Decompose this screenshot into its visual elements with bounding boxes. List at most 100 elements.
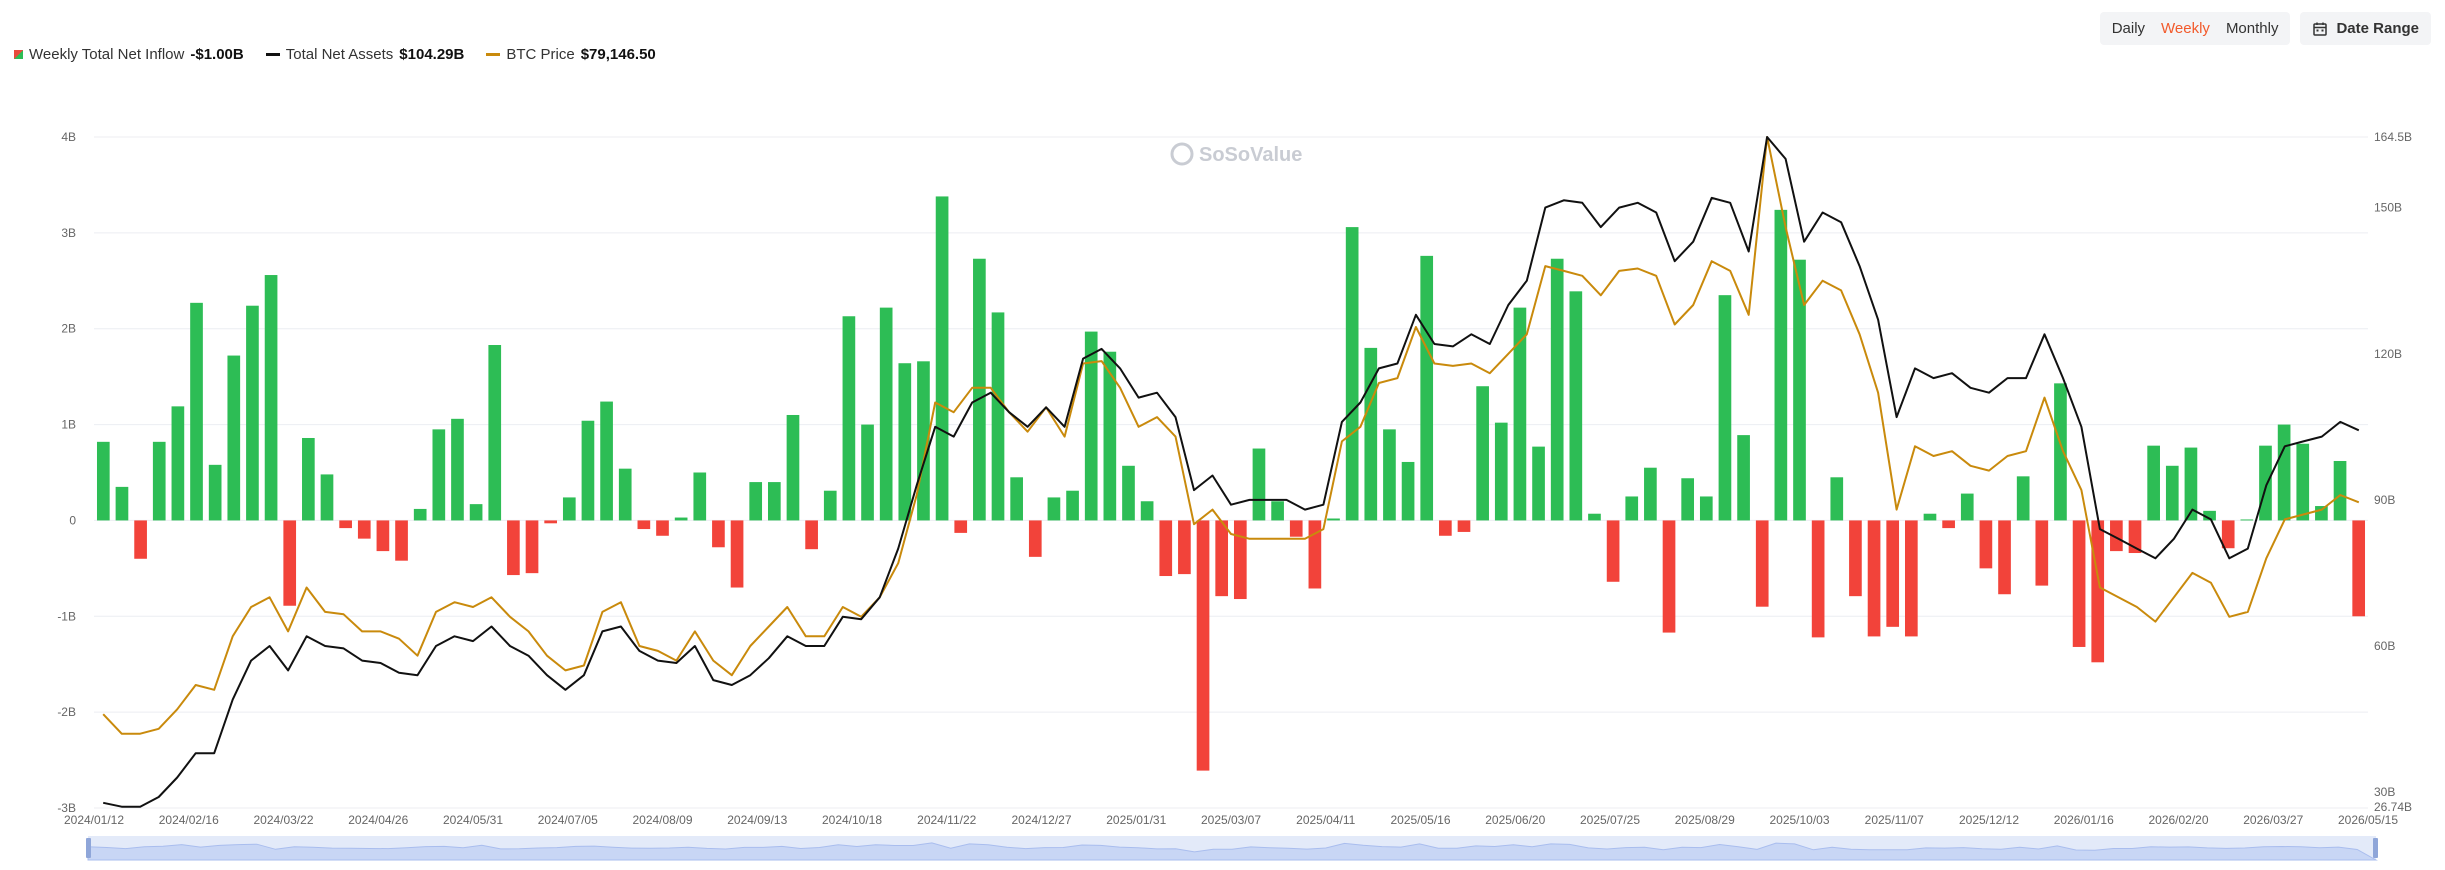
inflow-bar[interactable] <box>2333 460 2347 521</box>
inflow-bar[interactable] <box>1140 501 1154 521</box>
inflow-bar[interactable] <box>227 355 241 521</box>
inflow-bar[interactable] <box>1457 520 1471 532</box>
inflow-bar[interactable] <box>2352 520 2366 617</box>
inflow-bar[interactable] <box>1606 520 1620 582</box>
inflow-bar[interactable] <box>805 520 818 550</box>
inflow-bar[interactable] <box>1942 520 1955 529</box>
inflow-bar[interactable] <box>1513 307 1527 521</box>
inflow-bar[interactable] <box>1830 477 1844 521</box>
inflow-bar[interactable] <box>1811 520 1825 638</box>
inflow-bar[interactable] <box>618 468 632 521</box>
inflow-bar[interactable] <box>954 520 968 533</box>
inflow-bar[interactable] <box>190 302 203 521</box>
inflow-bar[interactable] <box>1718 295 1732 521</box>
inflow-bar[interactable] <box>1550 258 1564 521</box>
inflow-bar[interactable] <box>767 482 781 521</box>
inflow-bar[interactable] <box>562 497 576 521</box>
inflow-bar[interactable] <box>1979 520 1993 569</box>
inflow-bar[interactable] <box>749 482 763 521</box>
inflow-bar[interactable] <box>376 520 390 552</box>
inflow-bar[interactable] <box>1383 429 1396 521</box>
inflow-bar[interactable] <box>2240 519 2254 521</box>
inflow-bar[interactable] <box>1289 520 1303 537</box>
inflow-bar[interactable] <box>488 345 502 521</box>
inflow-bar[interactable] <box>637 520 651 530</box>
inflow-bar[interactable] <box>1047 497 1061 521</box>
inflow-bar[interactable] <box>879 307 893 521</box>
inflow-bar[interactable] <box>2221 520 2235 549</box>
inflow-bar[interactable] <box>730 520 744 588</box>
weekly-button[interactable]: Weekly <box>2161 20 2210 37</box>
inflow-bar[interactable] <box>2016 476 2030 521</box>
inflow-bar[interactable] <box>2184 447 2198 521</box>
inflow-bar[interactable] <box>973 258 986 521</box>
inflow-bar[interactable] <box>1215 520 1229 597</box>
inflow-bar[interactable] <box>134 520 147 559</box>
inflow-bar[interactable] <box>1476 386 1489 521</box>
inflow-bar[interactable] <box>2259 445 2272 521</box>
inflow-bar[interactable] <box>2296 443 2310 521</box>
inflow-bar[interactable] <box>525 520 539 574</box>
legend-item-net-inflow[interactable]: Weekly Total Net Inflow -$1.00B <box>14 46 244 63</box>
inflow-bar[interactable] <box>712 520 725 548</box>
inflow-bar[interactable] <box>1699 496 1713 521</box>
inflow-bar[interactable] <box>1010 477 1023 521</box>
inflow-bar[interactable] <box>2035 520 2049 586</box>
range-navigator[interactable] <box>86 836 2378 861</box>
inflow-bar[interactable] <box>1066 490 1079 521</box>
inflow-bar[interactable] <box>1420 255 1434 521</box>
inflow-bar[interactable] <box>693 472 707 521</box>
inflow-bar[interactable] <box>246 305 259 521</box>
inflow-bar[interactable] <box>1755 520 1769 607</box>
inflow-bar[interactable] <box>1532 446 1545 521</box>
inflow-bar[interactable] <box>283 520 297 606</box>
inflow-bar[interactable] <box>339 520 352 529</box>
inflow-bar[interactable] <box>1569 291 1583 521</box>
inflow-bar[interactable] <box>2277 424 2291 521</box>
inflow-bar[interactable] <box>469 504 483 521</box>
inflow-bar[interactable] <box>2091 520 2105 663</box>
inflow-bar[interactable] <box>1122 465 1135 521</box>
inflow-bar[interactable] <box>1327 518 1340 521</box>
inflow-bar[interactable] <box>1084 331 1098 521</box>
inflow-bar[interactable] <box>115 486 129 521</box>
inflow-bar[interactable] <box>1233 520 1247 600</box>
inflow-bar[interactable] <box>1923 513 1937 521</box>
legend-item-net-assets[interactable]: Total Net Assets $104.29B <box>265 46 464 63</box>
inflow-bar[interactable] <box>1867 520 1881 637</box>
inflow-bar[interactable] <box>1345 227 1359 521</box>
inflow-bar[interactable] <box>507 520 520 576</box>
inflow-bar[interactable] <box>1196 520 1210 771</box>
inflow-bar[interactable] <box>2165 465 2179 521</box>
inflow-bar[interactable] <box>1028 520 1042 557</box>
inflow-bar[interactable] <box>1439 520 1452 536</box>
inflow-bar[interactable] <box>1308 520 1322 589</box>
inflow-bar[interactable] <box>1103 351 1117 521</box>
inflow-bar[interactable] <box>2110 520 2123 552</box>
date-range-button[interactable]: Date Range <box>2300 12 2431 45</box>
inflow-bar[interactable] <box>674 517 688 521</box>
inflow-bar[interactable] <box>152 441 166 521</box>
inflow-bar[interactable] <box>1494 422 1508 521</box>
inflow-bar[interactable] <box>1737 435 1750 521</box>
inflow-bar[interactable] <box>1401 461 1415 521</box>
inflow-bar[interactable] <box>1644 467 1657 521</box>
inflow-bar[interactable] <box>432 429 446 521</box>
inflow-bar[interactable] <box>2054 383 2067 521</box>
inflow-bar[interactable] <box>320 474 334 521</box>
inflow-bar[interactable] <box>1178 520 1191 575</box>
inflow-bar[interactable] <box>96 441 110 521</box>
inflow-bar[interactable] <box>600 401 613 521</box>
inflow-bar[interactable] <box>1681 478 1695 521</box>
inflow-bar[interactable] <box>302 437 315 521</box>
inflow-bar[interactable] <box>2203 510 2216 521</box>
inflow-bar[interactable] <box>1271 501 1284 521</box>
inflow-bar[interactable] <box>1662 520 1676 633</box>
inflow-bar[interactable] <box>991 312 1005 521</box>
inflow-bar[interactable] <box>1998 520 2011 595</box>
inflow-bar[interactable] <box>1588 513 1601 521</box>
inflow-bar[interactable] <box>1849 520 1862 597</box>
inflow-bar[interactable] <box>1774 209 1788 521</box>
inflow-bar[interactable] <box>1886 520 1900 627</box>
navigator-handle-right[interactable] <box>2373 838 2378 858</box>
